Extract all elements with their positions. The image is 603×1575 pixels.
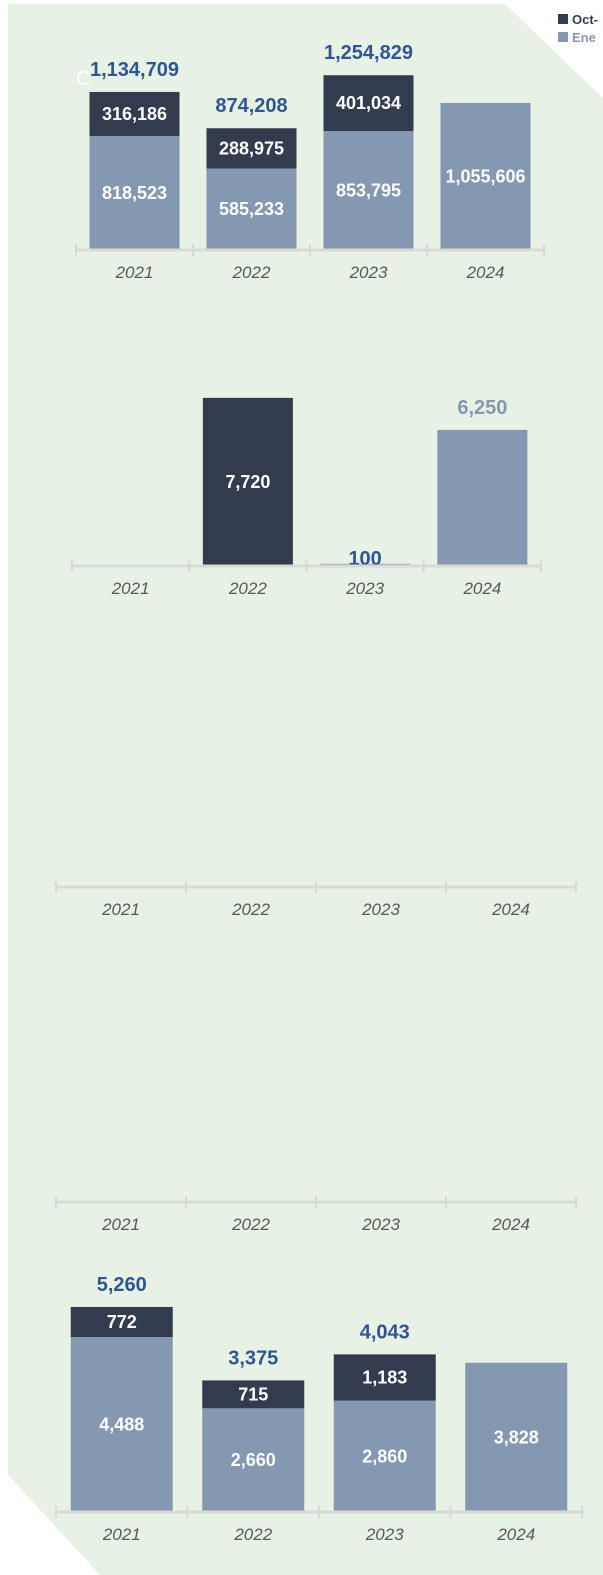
bar-2022-s1 — [202, 397, 293, 566]
data-label: 2,660 — [231, 1450, 276, 1470]
bar-2024-s1 — [440, 102, 531, 250]
x-tick-label-2021: 2021 — [101, 1215, 140, 1234]
total-label: 874,208 — [215, 95, 287, 117]
bar-2023-s1 — [333, 1400, 436, 1512]
chart-1: 818,523 585,233 853,795 1,055,606 316,186 288… — [75, 42, 545, 282]
x-tick-label-2022: 2022 — [233, 1525, 272, 1544]
bar-2021-s2 — [89, 91, 180, 136]
bar-2021-s1 — [89, 135, 180, 250]
bar-2023-s1 — [323, 131, 414, 250]
data-label: 1,183 — [362, 1367, 407, 1387]
chart-3: 2021 2022 2023 2024 — [55, 881, 577, 919]
bar-2023-s2 — [333, 1354, 436, 1401]
data-label: 715 — [238, 1384, 268, 1404]
x-tick-label-2022: 2022 — [231, 900, 270, 919]
bar-2022-s2 — [206, 128, 297, 169]
total-label: 1,134,709 — [90, 59, 179, 81]
data-label: 2,860 — [362, 1446, 407, 1466]
chart-5: 4,488 2,660 2,860 3,828 772 715 1,183 5,260 3,37… — [55, 1274, 583, 1544]
bar-2021-s2 — [70, 1306, 173, 1338]
x-tick-label-2023: 2023 — [349, 263, 388, 282]
x-tick-label-2024: 2024 — [491, 1215, 530, 1234]
legend-swatch-oct — [558, 14, 568, 24]
x-tick-label-2024: 2024 — [462, 579, 501, 598]
total-label: 1,254,829 — [324, 42, 413, 64]
x-tick-label-2021: 2021 — [115, 263, 154, 282]
bar-2024-s1 — [465, 1362, 568, 1512]
x-tick-label-2024: 2024 — [496, 1525, 535, 1544]
x-tick-label-2022: 2022 — [231, 1215, 270, 1234]
data-label: 288,975 — [219, 138, 284, 158]
x-tick-label-2021: 2021 — [102, 1525, 141, 1544]
legend-label-oct: Oct- — [572, 11, 598, 27]
data-label: 7,720 — [225, 472, 270, 492]
legend-label-ene: Ene — [572, 29, 596, 45]
data-label: 4,488 — [99, 1415, 144, 1435]
x-tick-label-2024: 2024 — [466, 263, 505, 282]
x-tick-label-2023: 2023 — [365, 1525, 404, 1544]
data-label: 1,055,606 — [445, 166, 525, 186]
bar-2022-s1 — [206, 168, 297, 250]
data-label: 316,186 — [102, 104, 167, 124]
x-tick-label-2023: 2023 — [345, 579, 384, 598]
x-tick-label-2022: 2022 — [232, 263, 271, 282]
legend-item-ene: Ene — [558, 28, 598, 46]
x-tick-label-2022: 2022 — [228, 579, 267, 598]
data-label: 3,828 — [494, 1427, 539, 1447]
x-tick-label-2024: 2024 — [491, 900, 530, 919]
bar-2021-s1 — [70, 1337, 173, 1512]
x-tick-label-2023: 2023 — [361, 900, 400, 919]
total-label: 5,260 — [97, 1274, 147, 1296]
bar-2023-s2 — [323, 75, 414, 132]
total-label: 4,043 — [360, 1321, 410, 1343]
bar-2022-s2 — [202, 1380, 305, 1409]
bar-2022-s1 — [202, 1408, 305, 1512]
legend-swatch-ene — [558, 32, 568, 42]
total-label: 6,250 — [457, 397, 507, 419]
data-label: 853,795 — [336, 181, 401, 201]
data-label: 772 — [107, 1312, 137, 1332]
total-label: 3,375 — [228, 1347, 278, 1369]
x-tick-label-2021: 2021 — [111, 579, 150, 598]
x-tick-label-2023: 2023 — [361, 1215, 400, 1234]
data-label: 818,523 — [102, 183, 167, 203]
chart-4: 2021 2022 2023 2024 — [55, 1196, 577, 1234]
x-tick-label-2021: 2021 — [101, 900, 140, 919]
legend: Oct- Ene — [558, 10, 598, 46]
stray-mark: C — [76, 68, 91, 90]
legend-item-oct: Oct- — [558, 10, 598, 28]
bar-2024-s2 — [437, 429, 528, 566]
data-label: 401,034 — [336, 93, 401, 113]
data-label: 585,233 — [219, 199, 284, 219]
